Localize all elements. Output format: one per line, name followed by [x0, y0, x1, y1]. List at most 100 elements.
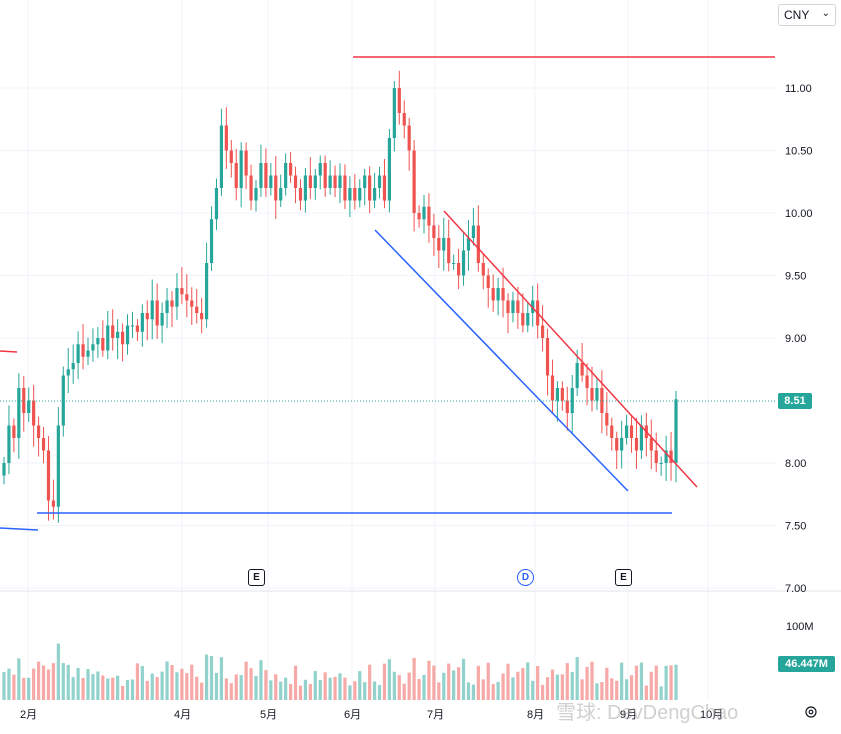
- candle-body: [244, 150, 248, 176]
- volume-bar: [214, 672, 219, 700]
- channel-lower-line[interactable]: [374, 229, 629, 492]
- candle-body: [565, 400, 569, 413]
- candle-body: [442, 238, 446, 251]
- candle-body: [590, 388, 594, 401]
- time-tick-label: 5月: [260, 709, 277, 721]
- candle-body: [175, 288, 179, 307]
- candle-body: [229, 150, 233, 163]
- candle-body: [639, 425, 644, 451]
- candle-body: [447, 238, 451, 263]
- candle-body: [610, 425, 614, 438]
- currency-value: CNY: [784, 8, 810, 22]
- candle-body: [605, 413, 609, 426]
- candle-body: [615, 438, 619, 451]
- candle-body: [397, 88, 401, 113]
- candle-body: [204, 263, 209, 320]
- volume-bar: [585, 666, 589, 700]
- candle-body: [328, 175, 332, 188]
- earnings-event-icon[interactable]: E: [248, 569, 265, 586]
- candle-body: [36, 425, 41, 438]
- volume-bar: [36, 661, 41, 700]
- volume-bar: [22, 677, 26, 700]
- candle-body: [76, 344, 80, 363]
- volume-bar: [358, 671, 362, 700]
- candle-body: [219, 125, 224, 188]
- candle-body: [674, 399, 678, 463]
- volume-bar: [56, 643, 60, 700]
- candle-body: [550, 375, 555, 401]
- channel-upper-line[interactable]: [443, 210, 698, 488]
- volume-bar: [387, 659, 392, 700]
- volume-bar: [175, 672, 179, 700]
- candle-body: [284, 163, 288, 188]
- candle-body: [195, 306, 199, 313]
- volume-bar: [610, 678, 614, 700]
- candle-body: [239, 150, 243, 188]
- candle-body: [91, 344, 95, 351]
- volume-bar: [46, 669, 51, 700]
- candle-body: [308, 175, 312, 188]
- volume-bar: [368, 664, 372, 700]
- volume-axis-label: 100M: [786, 621, 814, 633]
- watermark: 雪球: DevDengChao: [556, 702, 739, 724]
- candle-body: [481, 263, 485, 276]
- volume-bar: [521, 668, 525, 700]
- candle-body: [279, 188, 283, 201]
- candle-body: [377, 175, 382, 188]
- candles: [2, 70, 678, 523]
- volume-bar: [422, 674, 426, 700]
- candle-body: [125, 325, 130, 345]
- volume-bar: [575, 657, 579, 700]
- gear-icon[interactable]: [804, 705, 818, 719]
- candle-body: [585, 375, 589, 388]
- candle-body: [81, 344, 85, 357]
- volume-bar: [140, 665, 144, 700]
- candle-body: [145, 313, 149, 320]
- volume-bar: [308, 684, 312, 700]
- volume-bar: [313, 671, 317, 700]
- price-tick-label: 7.00: [785, 583, 806, 595]
- volume-bar: [2, 672, 6, 700]
- volume-bar: [442, 672, 446, 700]
- candle-body: [116, 331, 120, 338]
- volume-bar: [540, 684, 545, 700]
- time-axis[interactable]: 2月 4月 5月 6月 7月 8月 9月 10月: [20, 709, 723, 721]
- volume-bar: [545, 677, 550, 700]
- candle-body: [545, 338, 550, 376]
- candle-body: [180, 288, 184, 295]
- volume-bar: [654, 665, 658, 700]
- candle-body: [540, 325, 545, 338]
- volume-bar: [437, 682, 441, 700]
- candle-body: [2, 463, 6, 476]
- volume-bar: [81, 677, 85, 700]
- candle-body: [155, 300, 159, 326]
- price-tick-label: 10.50: [785, 146, 813, 158]
- candle-body: [200, 313, 204, 320]
- volume-bar: [565, 663, 569, 700]
- candle-body: [56, 425, 60, 507]
- time-tick-label: 10月: [700, 709, 723, 721]
- volume-bar: [634, 665, 639, 700]
- volume-bar: [279, 681, 283, 700]
- volume-bar: [130, 679, 135, 700]
- volume-bar: [298, 685, 303, 700]
- candle-body: [96, 338, 100, 345]
- dividend-event-icon[interactable]: D: [517, 569, 534, 586]
- candle-body: [269, 175, 273, 188]
- volume-bar: [471, 684, 476, 700]
- candle-body: [313, 175, 317, 188]
- candle-body: [150, 300, 154, 320]
- volume-bar: [412, 657, 416, 700]
- price-axis[interactable]: 11.00 10.50 10.00 9.50 9.00 8.00 7.50 7.00: [785, 83, 813, 595]
- currency-selector[interactable]: CNY ⌄: [778, 4, 836, 26]
- candle-body: [506, 300, 510, 313]
- candle-body: [254, 188, 258, 201]
- candle-body: [570, 388, 574, 413]
- candle-body: [101, 338, 105, 351]
- volume-bar: [555, 674, 560, 700]
- candle-body: [412, 150, 416, 213]
- candle-body: [274, 175, 278, 201]
- time-tick-label: 2月: [20, 709, 37, 721]
- earnings-event-icon[interactable]: E: [615, 569, 632, 586]
